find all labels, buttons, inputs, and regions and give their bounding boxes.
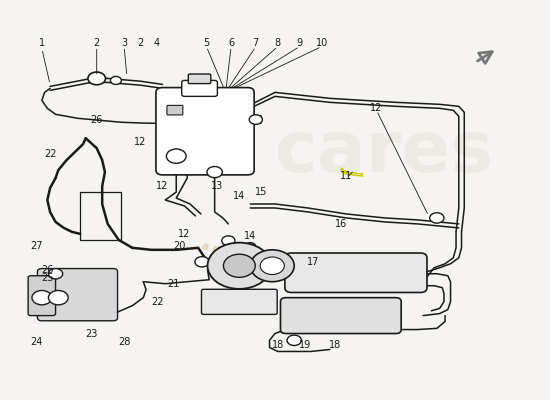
Text: 2: 2 (94, 38, 100, 48)
Text: 18: 18 (329, 340, 342, 350)
Circle shape (166, 149, 186, 163)
Text: 12: 12 (370, 103, 383, 113)
Text: cares: cares (275, 118, 494, 187)
Text: 22: 22 (151, 297, 163, 307)
Circle shape (48, 290, 68, 305)
Text: 20: 20 (173, 241, 185, 251)
Text: 16: 16 (335, 219, 347, 229)
Circle shape (195, 257, 209, 267)
Circle shape (430, 213, 444, 223)
Circle shape (207, 243, 271, 289)
FancyBboxPatch shape (188, 74, 211, 84)
Circle shape (222, 236, 235, 246)
Text: 10: 10 (316, 38, 328, 48)
Text: 21: 21 (167, 279, 180, 289)
Text: 14: 14 (244, 231, 256, 241)
Text: 17: 17 (307, 257, 320, 267)
FancyBboxPatch shape (156, 88, 254, 175)
Text: 24: 24 (30, 336, 42, 346)
Circle shape (32, 290, 52, 305)
Text: 6: 6 (228, 38, 234, 48)
Text: 7: 7 (252, 38, 259, 48)
Text: 5: 5 (204, 38, 210, 48)
Text: 3: 3 (121, 38, 127, 48)
Text: 28: 28 (118, 336, 130, 346)
FancyBboxPatch shape (201, 289, 277, 314)
Circle shape (111, 76, 122, 84)
Text: 14: 14 (233, 191, 245, 201)
Text: 11: 11 (340, 171, 353, 181)
Text: 2: 2 (138, 38, 144, 48)
FancyBboxPatch shape (37, 268, 118, 321)
Circle shape (245, 243, 256, 251)
Circle shape (223, 254, 255, 277)
Text: 4: 4 (154, 38, 160, 48)
FancyBboxPatch shape (285, 253, 427, 292)
Text: 15: 15 (255, 187, 267, 197)
Text: 12: 12 (178, 229, 191, 239)
Circle shape (207, 166, 222, 178)
FancyBboxPatch shape (182, 80, 217, 96)
Text: 9: 9 (296, 38, 303, 48)
Text: 22: 22 (44, 149, 56, 159)
Circle shape (287, 335, 301, 346)
Text: 1: 1 (39, 38, 45, 48)
Circle shape (250, 250, 294, 282)
Text: 23: 23 (85, 328, 97, 338)
Text: 8: 8 (274, 38, 281, 48)
Circle shape (88, 72, 106, 85)
Text: 12: 12 (156, 181, 169, 191)
Text: 25: 25 (41, 273, 53, 283)
Circle shape (48, 268, 63, 279)
Text: 26: 26 (91, 115, 103, 125)
Circle shape (249, 115, 262, 124)
FancyBboxPatch shape (280, 298, 401, 334)
Text: 18: 18 (272, 340, 284, 350)
Text: 12: 12 (134, 137, 147, 147)
Text: 27: 27 (30, 241, 42, 251)
FancyBboxPatch shape (167, 105, 183, 115)
Text: 26: 26 (41, 265, 53, 275)
Text: 13: 13 (211, 181, 223, 191)
Text: a passion for originality since 1985: a passion for originality since 1985 (201, 242, 404, 294)
FancyBboxPatch shape (28, 276, 56, 316)
Text: 19: 19 (299, 340, 311, 350)
Circle shape (260, 257, 284, 274)
